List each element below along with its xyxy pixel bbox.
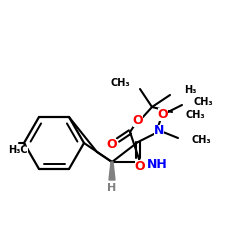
Text: N: N <box>154 124 164 138</box>
Text: NH: NH <box>147 158 168 170</box>
Text: O: O <box>133 114 143 126</box>
Text: H: H <box>108 183 116 193</box>
Polygon shape <box>109 162 115 180</box>
Text: H₃C: H₃C <box>8 145 28 155</box>
Text: O: O <box>135 160 145 172</box>
Text: O: O <box>158 108 168 120</box>
Text: CH₃: CH₃ <box>186 110 206 120</box>
Text: CH₃: CH₃ <box>110 78 130 88</box>
Text: CH₃: CH₃ <box>192 135 212 145</box>
Text: H₃: H₃ <box>184 85 196 95</box>
Text: O: O <box>107 138 117 151</box>
Text: CH₃: CH₃ <box>194 97 214 107</box>
